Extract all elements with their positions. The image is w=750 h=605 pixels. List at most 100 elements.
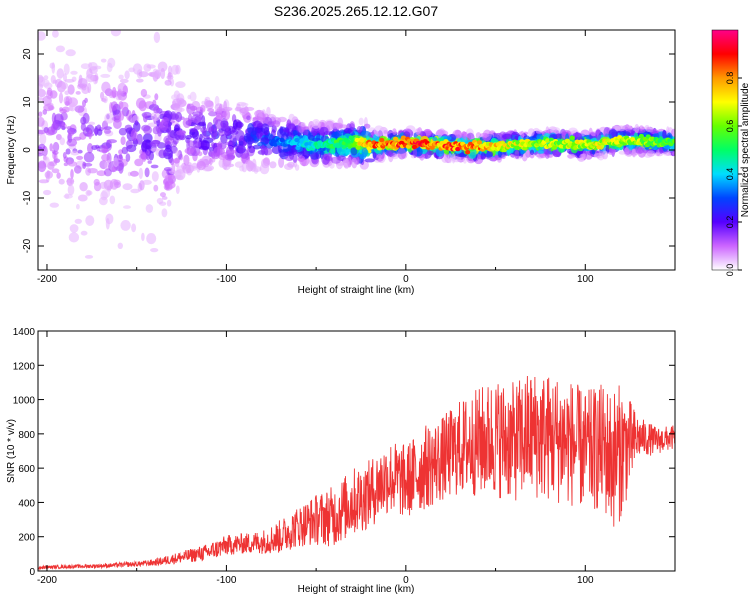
spectrogram-ridge-cell [411,144,417,150]
spectrogram-cell [120,136,126,146]
y-tick-label: -20 [22,238,33,253]
spectrogram-cell [143,63,152,72]
y-tick-label: 600 [18,464,35,475]
x-tick-label: -200 [37,274,57,285]
spectrogram-cell [101,144,108,154]
spectrogram-cell [284,155,294,162]
spectrogram-cell [330,156,342,164]
spectrogram-cell [252,144,261,150]
spectrogram-cell [207,108,215,112]
spectrogram-cell [38,152,44,157]
spectrogram-cell [672,151,675,156]
colorbar-label: Normalized spectral amplitude [740,82,750,217]
y-tick-label: 0 [22,147,33,153]
spectrogram-cell [68,129,75,136]
spectrogram-cell [49,202,59,208]
spectrogram-cell [552,148,560,158]
spectrogram-cell [134,158,144,167]
spectrogram-cell [83,151,95,163]
spectrogram-cell [363,123,371,129]
spectrogram-ridge-cell [294,137,300,143]
spectrogram-cell [229,134,237,146]
spectrogram-ridge-cell [649,136,655,141]
spectrogram-ridge-cell [355,145,361,150]
y-tick-label: 20 [22,48,33,60]
spectrogram-ridge-cell [335,143,341,149]
spectrogram-cell [144,167,150,178]
spectrogram-cell [142,133,153,143]
spectrogram-cell [68,105,74,111]
spectrogram-cell [385,149,392,157]
spectrogram-cell [175,185,180,194]
spectrogram-cell [66,126,72,130]
spectrogram-cell [285,122,296,130]
spectrogram-cell [74,165,82,174]
colorbar-tick-label: 0.8 [725,72,735,85]
spectrogram-cell [605,143,610,154]
spectrogram-cell [38,129,46,135]
spectrogram-cell [51,168,60,174]
spectrogram-cell [260,144,266,156]
spectrogram-cell [607,147,616,155]
spectrogram-cell [595,129,601,141]
spectrogram-cell [145,150,151,161]
spectrogram-cell [196,160,206,171]
spectrogram-cell [99,196,108,206]
spectrogram-cell [67,178,74,187]
spectrogram-cell [200,140,211,151]
spectrogram-cell [208,111,218,117]
spectrogram-cell [631,148,637,158]
spectrogram-cell [85,189,92,197]
spectrogram-cell [225,145,235,158]
spectrogram-cell [38,116,45,127]
spectrogram-cell [330,122,341,129]
spectrogram-cell [373,125,385,137]
spectrogram-cell [161,196,168,200]
spectrogram-cell [56,68,64,79]
spectrogram-x-ticks: -200 -100 0 100 [37,30,676,285]
spectrogram-cell [634,123,640,134]
spectrogram-cell [49,143,53,152]
spectrogram-cell [85,215,95,227]
spectrogram-cell [59,137,65,146]
spectrogram-cell [52,30,59,38]
spectrogram-ridge-cell [522,146,528,151]
spectrogram-cell [38,143,46,150]
spectrogram-cell [94,65,102,70]
spectrogram-cell [70,150,80,156]
spectrogram-cell [203,164,214,172]
spectrogram-cell [211,132,217,141]
spectrogram-cell [447,153,453,164]
spectrogram-cell [185,135,192,140]
spectrogram-cell [38,74,44,83]
spectrogram-cell [501,154,506,159]
y-tick-label: 10 [22,96,33,108]
spectrogram-cell [118,101,124,109]
spectrogram-cell [58,178,65,185]
spectrogram-cell [277,116,287,123]
spectrogram-cell [103,168,112,177]
snr-x-ticks: -200 -100 0 100 [37,331,676,586]
spectrogram-cell [134,120,139,126]
spectrogram-cell [329,162,335,169]
spectrogram-cell [383,130,388,134]
spectrogram-cell [113,179,121,186]
spectrogram-cell [38,160,47,173]
spectrogram-cell [80,63,90,70]
spectrogram-cell [243,132,251,143]
spectrogram-cell [43,157,48,161]
spectrogram-cell [71,76,77,82]
spectrogram-cell [225,124,230,132]
spectrogram-cell [113,157,119,168]
spectrogram-cell [150,139,160,147]
y-tick-label: 800 [18,430,35,441]
spectrogram-cell [315,150,322,159]
spectrogram-cell [208,146,215,152]
spectrogram-cell [272,120,281,128]
spectrogram-ridge-cell [465,150,471,155]
spectrogram-cell [216,112,224,121]
spectrogram-cell [176,97,185,105]
spectrogram-ridge-cell [672,138,675,144]
